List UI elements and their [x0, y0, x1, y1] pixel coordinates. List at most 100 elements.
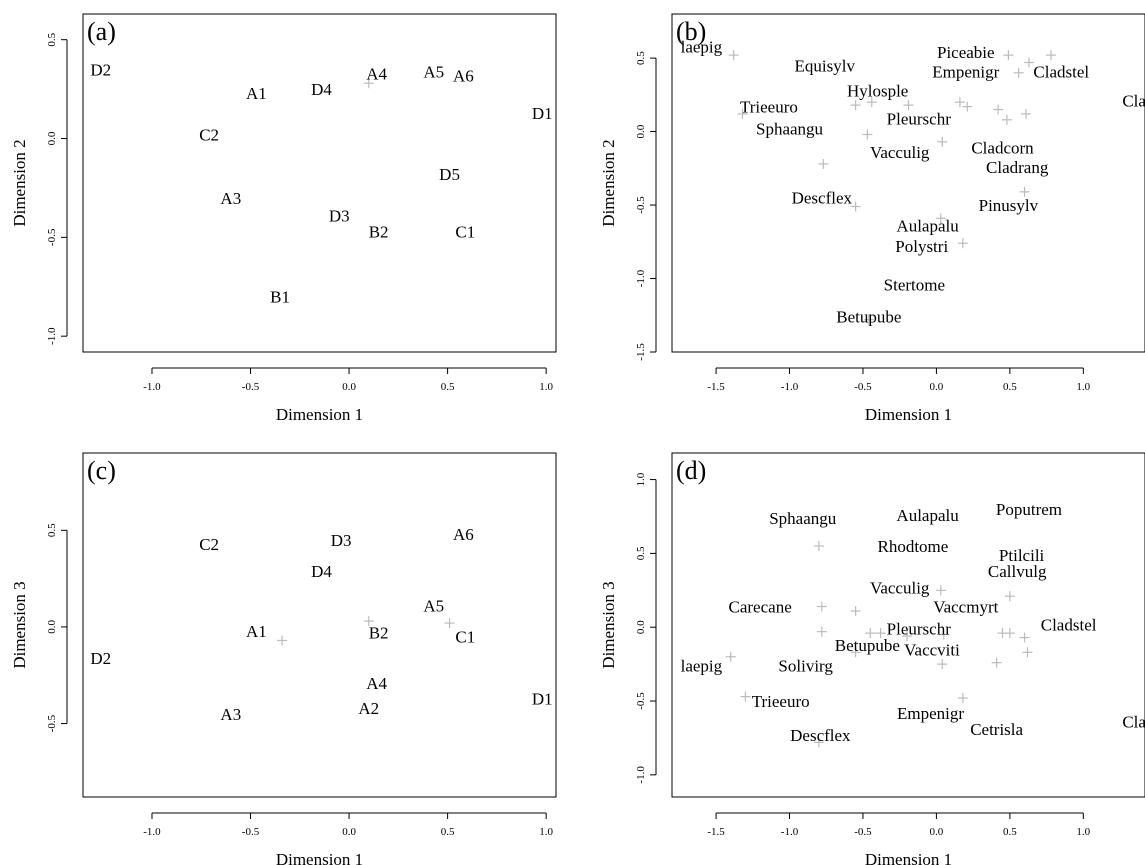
plus-marker — [937, 136, 948, 147]
point-label: D4 — [311, 80, 332, 99]
point-label: laepig — [681, 37, 723, 56]
y-tick-label: -1.0 — [635, 269, 647, 287]
x-tick-label: -1.0 — [781, 381, 799, 393]
y-tick-label: -0.5 — [46, 228, 58, 246]
plus-marker — [728, 50, 739, 61]
panel-tag: (b) — [676, 17, 706, 46]
panel-tag: (c) — [87, 456, 116, 485]
y-tick-label: 1.0 — [635, 472, 647, 486]
x-tick-label: -1.0 — [143, 381, 161, 393]
x-tick-label: -0.5 — [854, 381, 872, 393]
x-tick-label: 1.0 — [1076, 826, 1090, 838]
point-label: Piceabie — [937, 43, 995, 62]
point-label: D3 — [329, 207, 350, 226]
point-label: A4 — [366, 64, 387, 83]
point-label: A3 — [220, 705, 241, 724]
y-tick-label: -0.5 — [635, 692, 647, 710]
plus-marker — [1004, 628, 1015, 639]
plus-marker — [935, 213, 946, 224]
plus-marker — [1004, 591, 1015, 602]
x-tick-label: 1.0 — [539, 826, 553, 838]
plus-marker — [363, 78, 374, 89]
plot-frame — [82, 13, 557, 353]
plus-marker — [816, 601, 827, 612]
y-axis-title: Dimension 3 — [10, 581, 29, 668]
x-tick-label: 0.0 — [930, 826, 944, 838]
x-tick-label: -1.0 — [781, 826, 799, 838]
plus-marker — [862, 129, 873, 140]
point-label: Cladstel — [1041, 615, 1097, 634]
point-label: Equisylv — [795, 56, 856, 75]
plus-marker — [863, 314, 874, 325]
y-tick-label: -1.5 — [635, 343, 647, 361]
x-tick-label: 0.0 — [342, 826, 356, 838]
y-tick-label: -1.0 — [46, 327, 58, 345]
panel-tag: (d) — [676, 456, 706, 485]
plus-marker — [740, 691, 751, 702]
y-tick-label: -1.0 — [635, 766, 647, 784]
panel-2: -1.0 -0.5 0.0 0.5 1.0 -0.5 0.0 0.5 Dimension 1 Di… — [10, 452, 557, 865]
point-label: Cladcr — [1122, 713, 1145, 732]
point-label: Pinusylv — [979, 196, 1039, 215]
point-label: A6 — [453, 66, 474, 85]
point-label: Vacculig — [870, 143, 930, 162]
x-tick-label: 0.5 — [1003, 826, 1017, 838]
point-label: C2 — [199, 126, 219, 145]
plus-marker — [850, 605, 861, 616]
plus-marker — [813, 541, 824, 552]
x-tick-label: -0.5 — [242, 381, 260, 393]
y-tick-label: 0.0 — [46, 131, 58, 145]
plus-marker — [850, 647, 861, 658]
plus-marker — [1045, 50, 1056, 61]
point-label: Betupube — [836, 308, 901, 327]
point-label: D2 — [90, 649, 111, 668]
point-label: Vaccmyrt — [933, 598, 998, 617]
point-label: D5 — [439, 165, 460, 184]
point-label: Stertome — [884, 275, 945, 294]
point-label: Empenigr — [932, 62, 999, 81]
point-label: Sphaangu — [756, 120, 824, 139]
plus-marker — [866, 97, 877, 108]
y-tick-label: 0.0 — [635, 620, 647, 634]
plus-marker — [865, 628, 876, 639]
plus-marker — [850, 201, 861, 212]
plus-marker — [957, 693, 968, 704]
point-label: Cladcr — [1122, 92, 1145, 111]
point-label: Cladstel — [1033, 62, 1089, 81]
point-label: B2 — [369, 222, 389, 241]
plus-marker — [1019, 632, 1030, 643]
x-tick-label: -1.0 — [143, 826, 161, 838]
point-label: A2 — [358, 699, 379, 718]
plus-marker — [935, 585, 946, 596]
x-tick-label: -0.5 — [854, 826, 872, 838]
point-label: D1 — [532, 689, 553, 708]
x-axis-title: Dimension 1 — [276, 405, 363, 424]
point-label: Betupube — [835, 636, 900, 655]
point-label: A5 — [423, 597, 444, 616]
plot-area: C2 D3 A6 D4 A5 A1 B2 C1 D2 A4 D1 A2 A3 — [90, 525, 552, 724]
point-label: D3 — [331, 531, 352, 550]
plus-marker — [816, 626, 827, 637]
point-label: Vaccviti — [904, 640, 960, 659]
point-label: C2 — [199, 535, 219, 554]
x-tick-label: 1.0 — [539, 381, 553, 393]
point-label: laepig — [681, 657, 723, 676]
point-label: A5 — [423, 62, 444, 81]
x-axis-title: Dimension 1 — [865, 405, 952, 424]
x-tick-label: -0.5 — [242, 826, 260, 838]
point-label: Poputrem — [996, 500, 1062, 519]
point-label: Trieeuro — [752, 692, 810, 711]
x-tick-label: -1.5 — [707, 826, 725, 838]
x-axis-title: Dimension 1 — [865, 850, 952, 865]
point-label: Vacculig — [870, 578, 930, 597]
plot-area: Poputrem Aulapalu Sphaangu Rhodtome Ptilcili… — [681, 500, 1145, 748]
point-label: Cladcorn — [971, 139, 1034, 158]
plot-frame — [82, 452, 557, 798]
y-tick-label: 0.5 — [635, 546, 647, 560]
plus-marker — [993, 104, 1004, 115]
point-label: Descflex — [790, 726, 851, 745]
plus-marker — [1021, 108, 1032, 119]
x-tick-label: -1.5 — [707, 381, 725, 393]
plus-marker — [957, 238, 968, 249]
